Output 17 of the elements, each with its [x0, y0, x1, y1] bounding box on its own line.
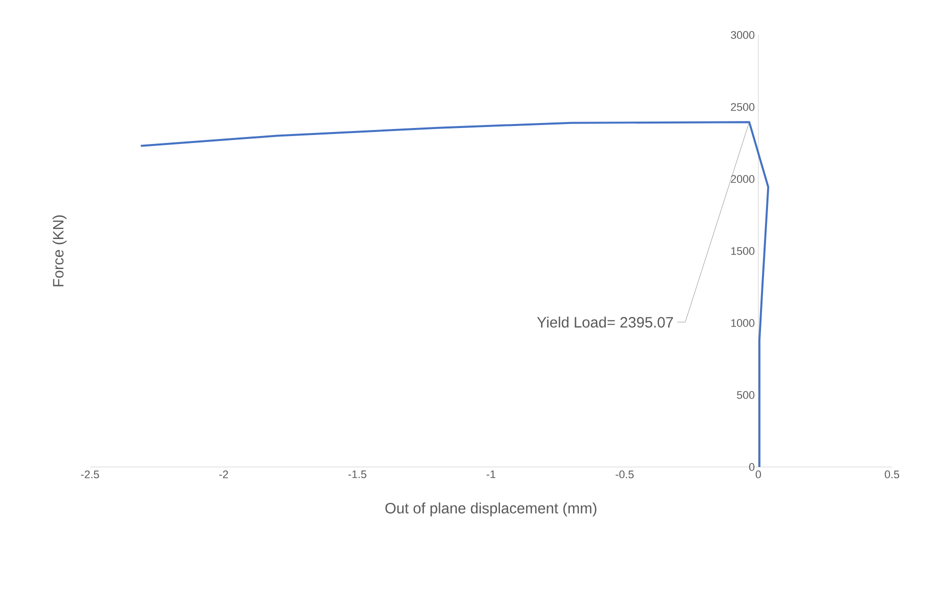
y-axis-title: Force (KN) [52, 215, 66, 286]
x-tick-label: -2 [219, 470, 228, 478]
x-tick-label: 0.5 [884, 470, 900, 478]
x-tick-label: -1 [486, 470, 496, 478]
x-tick-label: 0 [756, 470, 761, 478]
x-tick-label: -2.5 [81, 470, 99, 478]
y-tick-label: 1500 [731, 247, 754, 255]
annotation: Yield Load= 2395.07 [537, 316, 673, 328]
y-tick-label: 500 [736, 391, 754, 399]
y-tick-label: 2500 [730, 103, 754, 111]
y-tick-label: 3000 [730, 31, 754, 39]
x-axis-title: Out of plane displacement (mm) [385, 502, 596, 516]
y-tick-label: 1000 [731, 319, 754, 327]
x-tick-label: -1.5 [348, 470, 366, 478]
y-tick-label: 0 [749, 463, 754, 471]
y-tick-label: 2000 [730, 175, 754, 183]
x-tick-label: -0.5 [616, 470, 634, 478]
